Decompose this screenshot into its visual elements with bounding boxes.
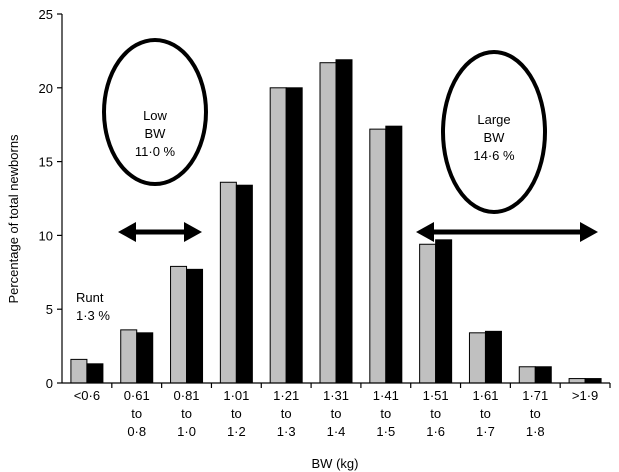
x-tick-label: 1·0	[177, 424, 196, 439]
x-tick-label: 1·2	[227, 424, 246, 439]
x-tick-label: to	[181, 406, 192, 421]
x-tick-label: to	[380, 406, 391, 421]
x-tick-label: 0·8	[127, 424, 146, 439]
low-bw-ellipse	[102, 38, 208, 186]
x-tick-label: 1·8	[526, 424, 545, 439]
grey-bar	[70, 358, 88, 384]
black-bar	[435, 239, 453, 384]
x-tick-label: to	[231, 406, 242, 421]
grey-bar	[120, 329, 138, 384]
grey-bar	[518, 366, 536, 384]
x-tick-label: 1·6	[426, 424, 445, 439]
grey-bar	[219, 181, 237, 384]
x-tick-label: >1·9	[572, 388, 598, 403]
x-category-labels: <0·6 0·61 to 0·8 0·81 to 1·0 1·01 to 1·2 1·21 to 1·3…	[74, 383, 611, 439]
y-axis-label: Percentage of total newborns	[6, 134, 21, 304]
x-tick-label: 1·51	[423, 388, 449, 403]
grey-bar	[568, 378, 586, 384]
low-bw-label-1: Low	[143, 108, 167, 123]
x-tick-label: to	[281, 406, 292, 421]
x-tick-label: 1·41	[373, 388, 399, 403]
grey-bar	[468, 332, 486, 384]
grey-bar	[269, 87, 287, 384]
runt-label: Runt	[76, 290, 104, 305]
y-tick-label: 5	[46, 302, 53, 317]
x-tick-label: 1·61	[472, 388, 498, 403]
grey-bar	[419, 243, 437, 384]
grey-bar	[369, 128, 387, 384]
x-axis-label: BW (kg)	[312, 456, 359, 471]
large-bw-range-arrow	[416, 222, 598, 242]
x-tick-label: to	[131, 406, 142, 421]
black-bar	[235, 184, 253, 384]
axes	[61, 14, 610, 384]
black-bar	[484, 330, 502, 384]
low-bw-label-2: BW	[145, 126, 167, 141]
y-tick-label: 15	[39, 155, 53, 170]
x-tick-label: 1·71	[522, 388, 548, 403]
large-bw-annotation: Large BW 14·6 %	[416, 50, 598, 242]
y-ticks: 0 5 10 15 20 25	[39, 7, 62, 391]
black-bar	[136, 332, 154, 384]
low-bw-percent: 11·0 %	[135, 144, 176, 159]
x-tick-label: <0·6	[74, 388, 100, 403]
low-bw-annotation: Low BW 11·0 %	[102, 38, 208, 242]
x-tick-label: 1·31	[323, 388, 349, 403]
x-tick-label: 1·01	[223, 388, 249, 403]
x-tick-label: 1·4	[327, 424, 346, 439]
large-bw-label-1: Large	[477, 112, 510, 127]
black-bar	[534, 366, 552, 384]
x-tick-label: 1·21	[273, 388, 299, 403]
black-bar	[584, 378, 602, 384]
black-bar	[86, 363, 104, 384]
y-tick-label: 10	[39, 228, 53, 243]
x-tick-label: to	[430, 406, 441, 421]
y-tick-label: 0	[46, 376, 53, 391]
x-tick-label: to	[530, 406, 541, 421]
black-bar	[385, 125, 403, 384]
large-bw-percent: 14·6 %	[473, 148, 515, 163]
black-bar	[186, 268, 204, 384]
x-tick-label: 1·7	[476, 424, 495, 439]
large-bw-ellipse	[441, 50, 547, 214]
black-bar	[335, 59, 353, 384]
runt-percent: 1·3 %	[76, 308, 110, 323]
runt-annotation: Runt 1·3 %	[76, 290, 110, 323]
bars-layer	[70, 59, 602, 384]
black-bar	[285, 87, 303, 384]
x-tick-label: 1·5	[376, 424, 395, 439]
large-bw-label-2: BW	[484, 130, 506, 145]
grey-bar	[170, 265, 188, 384]
grey-bar	[319, 62, 337, 384]
x-tick-label: 1·3	[277, 424, 296, 439]
y-tick-label: 25	[39, 7, 53, 22]
low-bw-range-arrow	[118, 222, 202, 242]
x-tick-label: to	[480, 406, 491, 421]
x-tick-label: 0·81	[174, 388, 200, 403]
x-tick-label: to	[331, 406, 342, 421]
y-tick-label: 20	[39, 81, 53, 96]
x-tick-label: 0·61	[124, 388, 150, 403]
